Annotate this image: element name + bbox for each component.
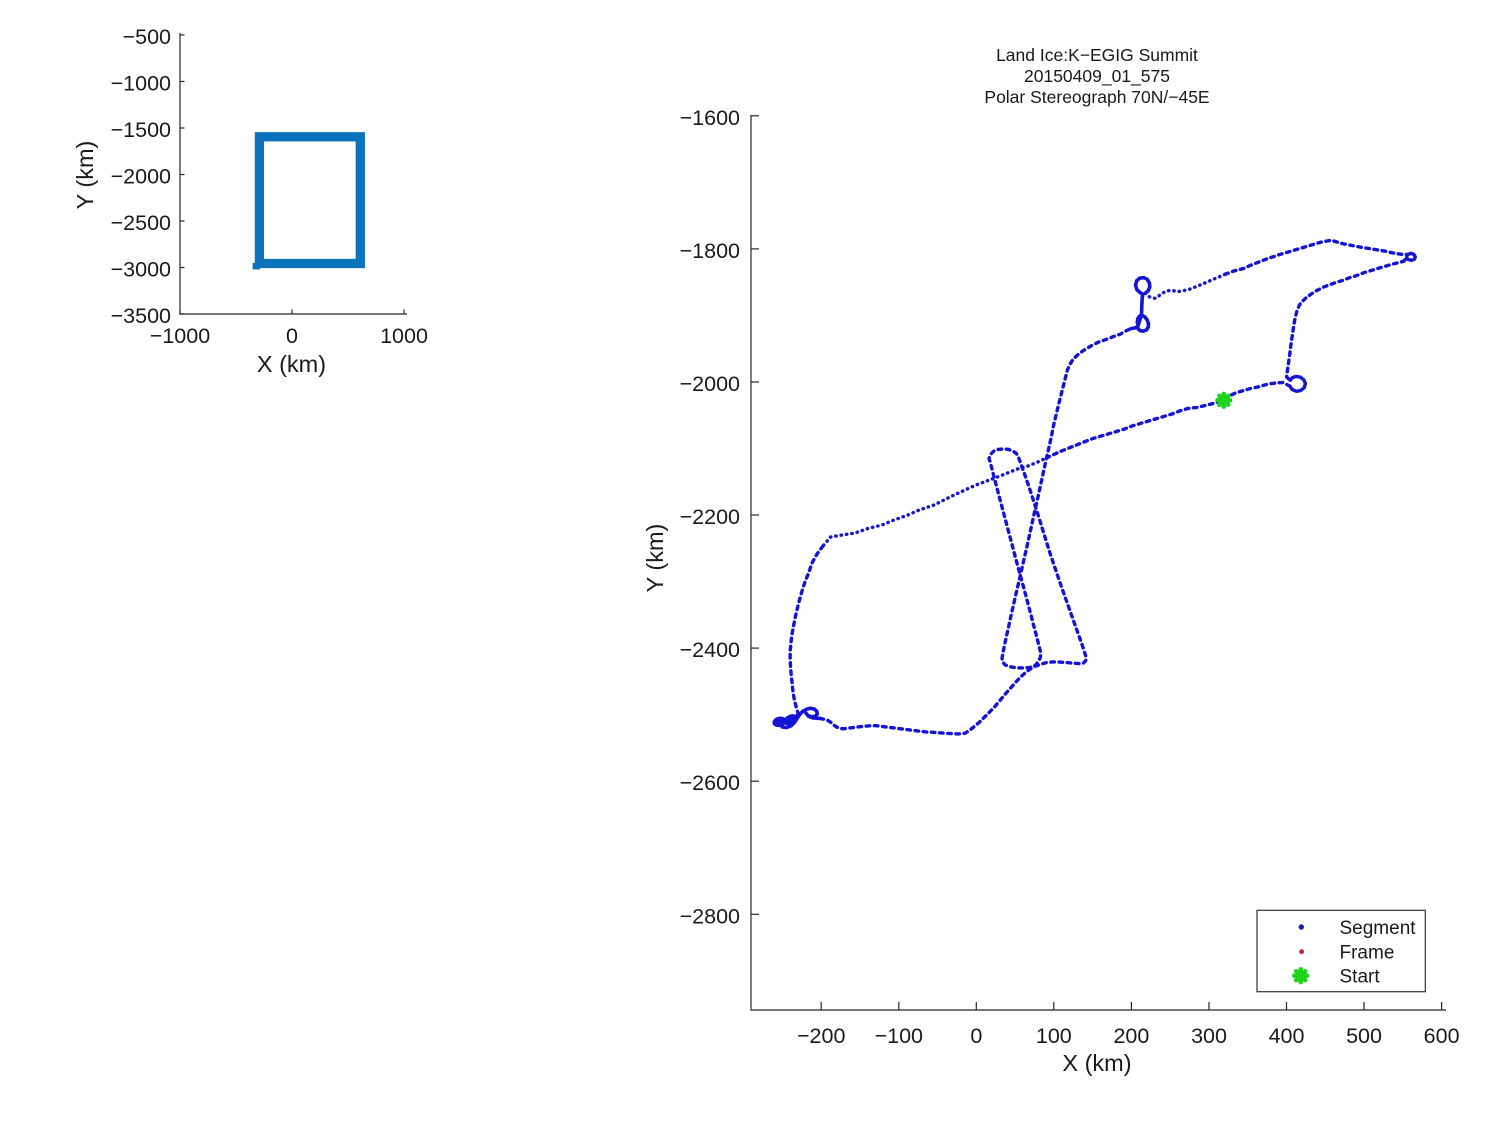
svg-text:400: 400 bbox=[1269, 1024, 1305, 1048]
svg-text:−1000: −1000 bbox=[150, 324, 210, 348]
svg-text:−2000: −2000 bbox=[111, 165, 171, 189]
svg-text:300: 300 bbox=[1191, 1024, 1227, 1048]
svg-text:Start: Start bbox=[1340, 967, 1381, 988]
svg-text:Frame: Frame bbox=[1340, 943, 1395, 964]
svg-text:−2600: −2600 bbox=[680, 771, 740, 795]
svg-text:Segment: Segment bbox=[1340, 918, 1417, 939]
svg-text:−3000: −3000 bbox=[111, 258, 171, 282]
svg-text:200: 200 bbox=[1113, 1024, 1149, 1048]
svg-text:500: 500 bbox=[1346, 1024, 1382, 1048]
svg-text:−1600: −1600 bbox=[680, 106, 740, 130]
svg-text:600: 600 bbox=[1424, 1024, 1460, 1048]
svg-text:−500: −500 bbox=[123, 25, 171, 49]
svg-text:−1000: −1000 bbox=[111, 72, 171, 96]
svg-text:−3500: −3500 bbox=[111, 304, 171, 328]
svg-text:Land Ice:K−EGIG Summit: Land Ice:K−EGIG Summit bbox=[996, 45, 1198, 65]
svg-text:−2000: −2000 bbox=[680, 372, 740, 396]
svg-text:−100: −100 bbox=[875, 1024, 923, 1048]
svg-text:1000: 1000 bbox=[380, 324, 428, 348]
svg-text:X (km): X (km) bbox=[257, 351, 326, 377]
svg-text:Polar Stereograph 70N/−45E: Polar Stereograph 70N/−45E bbox=[984, 87, 1209, 107]
svg-text:0: 0 bbox=[970, 1024, 982, 1048]
svg-text:−200: −200 bbox=[797, 1024, 845, 1048]
svg-text:−2200: −2200 bbox=[680, 505, 740, 529]
svg-text:−2400: −2400 bbox=[680, 638, 740, 662]
svg-text:Y (km): Y (km) bbox=[72, 141, 98, 210]
svg-text:20150409_01_575: 20150409_01_575 bbox=[1024, 66, 1170, 87]
svg-text:X (km): X (km) bbox=[1062, 1050, 1131, 1076]
svg-text:100: 100 bbox=[1036, 1024, 1072, 1048]
svg-text:−1800: −1800 bbox=[680, 239, 740, 263]
svg-text:−2500: −2500 bbox=[111, 211, 171, 235]
svg-text:Y (km): Y (km) bbox=[642, 524, 668, 593]
svg-text:0: 0 bbox=[286, 324, 298, 348]
svg-text:−2800: −2800 bbox=[680, 904, 740, 928]
svg-text:−1500: −1500 bbox=[111, 118, 171, 142]
